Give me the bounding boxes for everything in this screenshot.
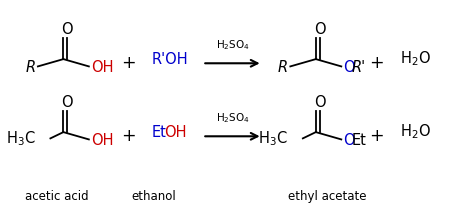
Text: ethanol: ethanol [131, 190, 176, 203]
Text: H$_3$C: H$_3$C [6, 129, 36, 148]
Text: R'OH: R'OH [151, 52, 188, 67]
Text: +: + [369, 54, 383, 72]
Text: +: + [121, 127, 136, 145]
Text: OH: OH [91, 60, 114, 75]
Text: Et: Et [151, 125, 166, 140]
Text: OH: OH [91, 133, 114, 148]
Text: O: O [314, 22, 325, 37]
Text: Et: Et [352, 133, 366, 148]
Text: ethyl acetate: ethyl acetate [288, 190, 367, 203]
Text: H$_2$SO$_4$: H$_2$SO$_4$ [216, 111, 249, 125]
Text: H$_2$O: H$_2$O [400, 123, 431, 142]
Text: O: O [61, 95, 73, 110]
Text: R': R' [352, 60, 365, 75]
Text: H$_3$C: H$_3$C [258, 129, 288, 148]
Text: O: O [61, 22, 73, 37]
Text: acetic acid: acetic acid [25, 190, 88, 203]
Text: R: R [278, 60, 288, 75]
Text: H$_2$O: H$_2$O [400, 50, 431, 68]
Text: O: O [343, 133, 355, 148]
Text: O: O [343, 60, 355, 75]
Text: R: R [26, 60, 36, 75]
Text: +: + [369, 127, 383, 145]
Text: O: O [314, 95, 325, 110]
Text: OH: OH [164, 125, 187, 140]
Text: H$_2$SO$_4$: H$_2$SO$_4$ [216, 38, 249, 52]
Text: +: + [121, 54, 136, 72]
